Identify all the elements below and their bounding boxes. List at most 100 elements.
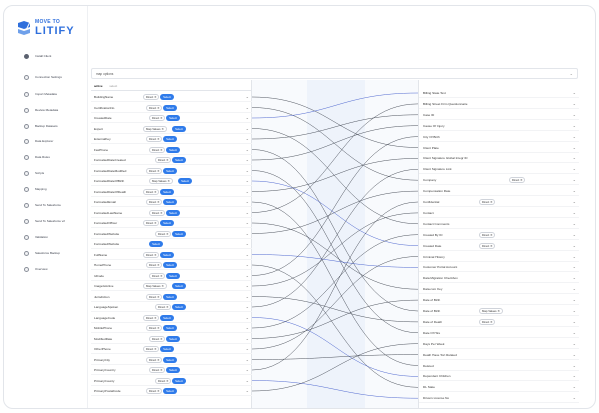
mapping-type-select[interactable]: Map Values ✕	[143, 283, 167, 289]
close-icon[interactable]: ✕	[153, 189, 157, 194]
close-icon[interactable]: ✕	[159, 368, 163, 372]
mapping-type-select[interactable]: Direct ✕	[479, 231, 496, 238]
mapping-type-select[interactable]: Map Values ✕	[479, 308, 503, 314]
chevron-down-icon[interactable]: ⌄	[572, 362, 576, 368]
chevron-down-icon[interactable]: ⌄	[572, 188, 576, 194]
select-button[interactable]: Select	[172, 377, 186, 384]
select-button[interactable]: Select	[163, 293, 177, 300]
close-icon[interactable]: ✕	[156, 200, 160, 204]
chevron-down-icon[interactable]: ⌄	[245, 388, 249, 393]
chevron-down-icon[interactable]: ⌄	[572, 395, 576, 401]
select-button[interactable]: Select	[172, 157, 186, 163]
chevron-down-icon[interactable]: ⌄	[572, 177, 576, 183]
close-icon[interactable]: ✕	[165, 305, 169, 309]
select-button[interactable]: Select	[163, 262, 177, 268]
select-button[interactable]: Select	[163, 388, 177, 394]
mapping-type-select[interactable]: Direct ✕	[146, 167, 163, 174]
chevron-down-icon[interactable]: ⌄	[245, 178, 249, 183]
mapping-type-select[interactable]: Direct ✕	[155, 157, 172, 163]
chevron-down-icon[interactable]: ⌄	[245, 262, 249, 267]
close-icon[interactable]: ✕	[156, 326, 160, 330]
chevron-down-icon[interactable]: ⌄	[245, 335, 249, 341]
chevron-down-icon[interactable]: ⌄	[572, 329, 576, 335]
chevron-down-icon[interactable]: ⌄	[245, 272, 249, 278]
chevron-down-icon[interactable]: ⌄	[572, 231, 576, 237]
chevron-down-icon[interactable]: ⌄	[572, 155, 576, 161]
nav-item[interactable]: Data Rules	[24, 153, 50, 161]
nav-item[interactable]: Review Metadata	[24, 106, 58, 114]
chevron-down-icon[interactable]: ⌄	[245, 146, 249, 152]
mapping-type-select[interactable]: Direct ✕	[143, 314, 160, 321]
close-icon[interactable]: ✕	[165, 158, 169, 162]
nav-item[interactable]: Salesforce Backup	[24, 249, 60, 257]
chevron-down-icon[interactable]: ⌄	[572, 286, 576, 292]
select-button[interactable]: Select	[160, 314, 174, 321]
close-icon[interactable]: ✕	[156, 137, 160, 141]
select-button[interactable]: Select	[166, 335, 180, 342]
chevron-down-icon[interactable]: ⌄	[572, 384, 576, 390]
chevron-down-icon[interactable]: ⌄	[572, 253, 576, 259]
mapping-type-select[interactable]: Direct ✕	[146, 325, 163, 331]
close-icon[interactable]: ✕	[165, 378, 169, 383]
chevron-down-icon[interactable]: ⌄	[572, 340, 576, 346]
chevron-down-icon[interactable]: ⌄	[245, 188, 249, 194]
chevron-down-icon[interactable]: ⌄	[572, 220, 576, 226]
mapping-type-select[interactable]: Direct ✕	[146, 356, 163, 363]
select-button[interactable]: Select	[166, 115, 180, 121]
nav-item[interactable]: Import Metadata	[24, 90, 57, 98]
select-button[interactable]: Select	[163, 325, 177, 331]
mapping-type-select[interactable]: Direct ✕	[479, 199, 496, 205]
close-icon[interactable]: ✕	[159, 116, 163, 120]
chevron-down-icon[interactable]: ⌄	[245, 209, 249, 215]
chevron-down-icon[interactable]: ⌄	[572, 373, 576, 379]
select-button[interactable]: Select	[166, 209, 180, 216]
chevron-down-icon[interactable]: ⌄	[245, 314, 249, 320]
close-icon[interactable]: ✕	[156, 105, 160, 110]
nav-item[interactable]: Connection Settings	[24, 73, 62, 81]
chevron-down-icon[interactable]: ⌄	[245, 346, 249, 351]
chevron-down-icon[interactable]: ⌄	[572, 144, 576, 150]
chevron-down-icon[interactable]: ⌄	[245, 293, 249, 299]
nav-item[interactable]: Validation	[24, 233, 48, 241]
mapping-type-select[interactable]: Direct ✕	[143, 220, 160, 226]
mapping-type-select[interactable]: Direct ✕	[143, 346, 160, 352]
close-icon[interactable]: ✕	[156, 357, 160, 362]
select-button[interactable]: Select	[178, 178, 192, 184]
mapping-type-select[interactable]: Direct ✕	[155, 304, 172, 310]
mapping-type-select[interactable]: Direct ✕	[479, 242, 496, 249]
chevron-down-icon[interactable]: ⌄	[245, 377, 249, 383]
chevron-down-icon[interactable]: ⌄	[245, 251, 249, 257]
chevron-down-icon[interactable]: ⌄	[245, 356, 249, 362]
mapping-type-select[interactable]: Direct ✕	[149, 209, 166, 216]
close-icon[interactable]: ✕	[166, 179, 170, 183]
chevron-down-icon[interactable]: ⌄	[245, 367, 249, 372]
mapping-type-select[interactable]: Direct ✕	[155, 377, 172, 384]
close-icon[interactable]: ✕	[489, 319, 493, 324]
close-icon[interactable]: ✕	[160, 284, 164, 288]
mapping-type-select[interactable]: Direct ✕	[143, 251, 160, 258]
mapping-type-select[interactable]: Direct ✕	[146, 262, 163, 268]
mapping-type-select[interactable]: Direct ✕	[479, 318, 496, 325]
chevron-down-icon[interactable]: ⌄	[245, 199, 249, 204]
nav-item[interactable]: Backup Datasets	[24, 122, 58, 130]
chevron-down-icon[interactable]: ⌄	[245, 220, 249, 225]
chevron-down-icon[interactable]: ⌄	[245, 136, 249, 141]
chevron-down-icon[interactable]: ⌄	[245, 304, 249, 309]
select-button[interactable]: Select	[163, 199, 177, 205]
chevron-down-icon[interactable]: ⌄	[572, 308, 576, 313]
close-icon[interactable]: ✕	[165, 231, 169, 236]
close-icon[interactable]: ✕	[489, 232, 493, 237]
select-button[interactable]: Select	[163, 136, 177, 142]
close-icon[interactable]: ✕	[489, 200, 493, 204]
nav-item[interactable]: Send To Salesforce	[24, 201, 61, 209]
select-button[interactable]: Select	[160, 188, 174, 195]
select-button[interactable]: Select	[166, 272, 180, 279]
nav-item[interactable]: Send To Salesforce v2	[24, 217, 65, 225]
select-button[interactable]: Select	[163, 104, 177, 111]
chevron-down-icon[interactable]: ⌄	[245, 167, 249, 173]
chevron-down-icon[interactable]: ⌄	[572, 111, 576, 117]
close-icon[interactable]: ✕	[156, 263, 160, 267]
close-icon[interactable]: ✕	[153, 95, 157, 99]
select-button[interactable]: Select	[163, 167, 177, 174]
select-button[interactable]: Select	[160, 251, 174, 258]
